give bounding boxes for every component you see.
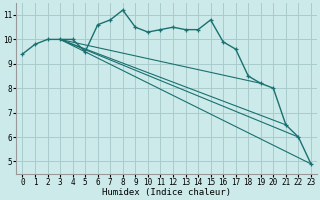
X-axis label: Humidex (Indice chaleur): Humidex (Indice chaleur) bbox=[102, 188, 231, 197]
